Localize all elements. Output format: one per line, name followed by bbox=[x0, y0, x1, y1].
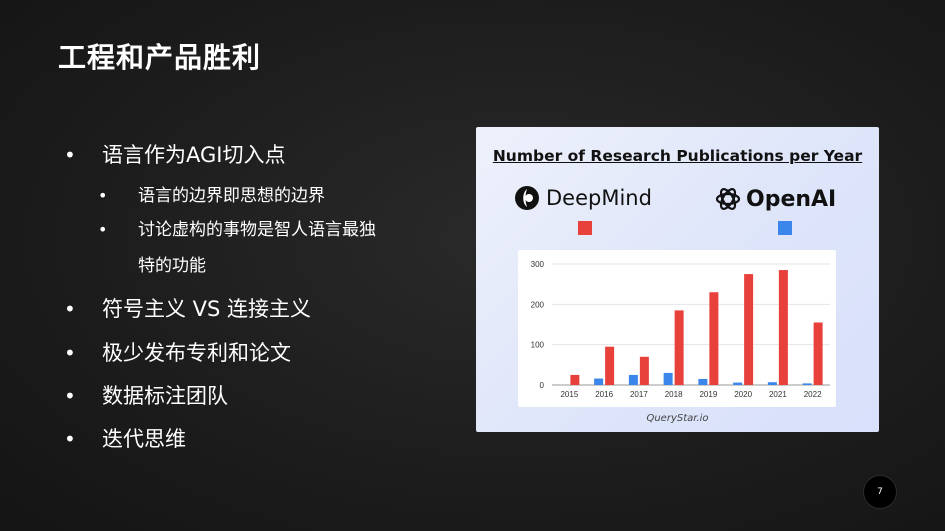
bar-openai bbox=[698, 378, 708, 385]
bar-openai bbox=[733, 382, 743, 385]
sub-bullet-text: 讨论虚构的事物是智人语言最独 bbox=[138, 220, 376, 240]
bullet-item: 语言作为AGI切入点 bbox=[64, 140, 440, 170]
y-tick-label: 300 bbox=[531, 260, 545, 269]
bar-chart-svg: 0 100 200 300 2015 2016 2017 2018 2019 2020 2021 20… bbox=[531, 260, 830, 399]
x-tick-label: 2022 bbox=[804, 390, 822, 399]
bar-openai bbox=[663, 372, 673, 385]
openai-logo: OpenAI bbox=[714, 185, 836, 213]
y-tick-label: 0 bbox=[540, 381, 545, 390]
slide-title: 工程和产品胜利 bbox=[58, 41, 262, 74]
chart-title: Number of Research Publications per Year bbox=[492, 147, 863, 165]
x-tick-label: 2016 bbox=[595, 390, 613, 399]
bar-deepmind bbox=[570, 374, 580, 385]
sub-bullet-item: 讨论虚构的事物是智人语言最独 特的功能 bbox=[70, 212, 440, 284]
bar-deepmind bbox=[605, 346, 615, 385]
deepmind-logo: DeepMind bbox=[514, 185, 652, 211]
bullet-item: 数据标注团队 bbox=[64, 381, 440, 411]
bar-openai bbox=[628, 374, 638, 385]
bullet-item: 极少发布专利和论文 bbox=[64, 338, 440, 368]
bar-deepmind bbox=[813, 322, 823, 385]
bar-deepmind bbox=[778, 270, 788, 385]
bar-openai bbox=[802, 383, 812, 385]
bullet-item: 迭代思维 bbox=[64, 424, 440, 454]
chart-image: Number of Research Publications per Year… bbox=[476, 127, 879, 432]
x-tick-label: 2021 bbox=[769, 390, 787, 399]
sub-bullet-item: 语言的边界即思想的边界 bbox=[70, 180, 440, 212]
openai-legend-swatch bbox=[778, 221, 792, 235]
bar-chart: 0 100 200 300 2015 2016 2017 2018 2019 2020 2021 20… bbox=[518, 250, 836, 407]
sub-bullet-continuation: 特的功能 bbox=[138, 256, 206, 276]
x-tick-label: 2019 bbox=[699, 390, 717, 399]
x-tick-label: 2020 bbox=[734, 390, 752, 399]
y-tick-label: 200 bbox=[531, 300, 545, 309]
y-tick-label: 100 bbox=[531, 341, 545, 350]
bar-deepmind bbox=[674, 310, 684, 385]
x-tick-label: 2018 bbox=[665, 390, 683, 399]
bar-deepmind bbox=[639, 356, 649, 385]
openai-label: OpenAI bbox=[746, 186, 837, 212]
deepmind-label: DeepMind bbox=[546, 186, 652, 210]
image-credit: QueryStar.io bbox=[646, 413, 709, 424]
bar-openai bbox=[767, 382, 777, 385]
bar-deepmind bbox=[709, 292, 719, 385]
bullet-item: 符号主义 VS 连接主义 bbox=[64, 294, 440, 324]
x-tick-label: 2015 bbox=[560, 390, 578, 399]
bar-openai bbox=[594, 378, 604, 385]
page-number: 7 bbox=[863, 475, 897, 509]
x-tick-label: 2017 bbox=[630, 390, 648, 399]
deepmind-logo-icon bbox=[515, 186, 539, 210]
bullet-list: 语言作为AGI切入点 语言的边界即思想的边界 讨论虚构的事物是智人语言最独 特的… bbox=[64, 140, 440, 464]
openai-logo-icon bbox=[715, 188, 741, 210]
deepmind-legend-swatch bbox=[578, 221, 592, 235]
bar-deepmind bbox=[744, 274, 754, 385]
